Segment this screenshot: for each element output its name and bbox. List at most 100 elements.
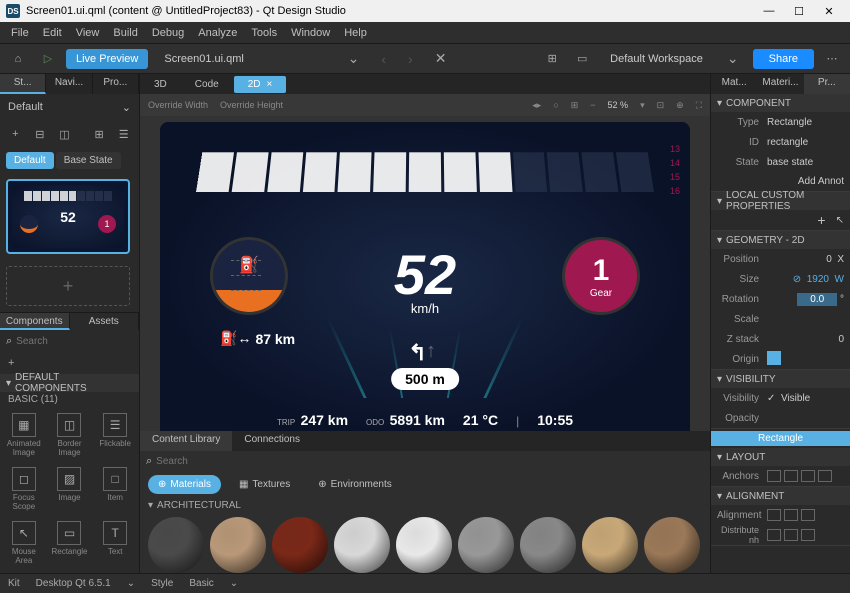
anchor-button[interactable] <box>801 470 815 482</box>
menu-build[interactable]: Build <box>106 25 144 41</box>
zoom-in-icon[interactable]: ⊕ <box>676 100 684 111</box>
anchor-button[interactable] <box>784 470 798 482</box>
workspace-chevron-icon[interactable]: ⌄ <box>719 50 747 67</box>
dashboard-preview[interactable]: 13141516 ⛽ 52 km/h 1 Gear ⛽↔87 km <box>160 122 690 431</box>
anchor-icon[interactable]: ⊟ <box>33 125 48 143</box>
component-item[interactable]: TText <box>93 517 137 569</box>
component-item[interactable]: ◻Focus Scope <box>2 463 46 515</box>
file-tab[interactable]: Screen01.ui.qml <box>154 49 254 69</box>
align-button[interactable] <box>784 509 798 521</box>
share-button[interactable]: Share <box>753 49 814 69</box>
add-icon[interactable]: + <box>8 125 23 143</box>
collapse-icon[interactable]: ▾ <box>717 235 722 246</box>
collapse-icon[interactable]: ▾ <box>148 500 153 511</box>
dropdown-chevron-icon[interactable]: ⌄ <box>122 101 131 114</box>
style-value[interactable]: Basic <box>189 578 213 589</box>
material-sphere[interactable] <box>210 517 266 573</box>
canvas-grid-icon[interactable]: ⊞ <box>571 100 579 111</box>
component-item[interactable]: ▦Animated Image <box>2 409 46 461</box>
id-value[interactable]: rectangle <box>767 137 844 148</box>
menu-window[interactable]: Window <box>284 25 337 41</box>
menu-debug[interactable]: Debug <box>145 25 191 41</box>
more-icon[interactable]: ⋯ <box>820 48 844 70</box>
material-sphere[interactable] <box>644 517 700 573</box>
component-search-input[interactable] <box>16 336 148 347</box>
menu-analyze[interactable]: Analyze <box>191 25 244 41</box>
maximize-button[interactable]: ☐ <box>784 1 814 21</box>
add-prop-icon[interactable]: + <box>817 212 825 228</box>
menu-file[interactable]: File <box>4 25 36 41</box>
align-button[interactable] <box>767 509 781 521</box>
state-default-button[interactable]: Default <box>6 152 54 169</box>
zoom-dropdown-icon[interactable]: ▾ <box>640 100 645 111</box>
grid-icon[interactable]: ⊞ <box>92 125 107 143</box>
size-w-value[interactable]: 1920 <box>807 274 829 285</box>
tab-3d[interactable]: 3D <box>140 76 181 93</box>
collapse-icon[interactable]: ▾ <box>717 196 722 207</box>
visibility-checkbox[interactable]: ✓ <box>767 393 775 404</box>
tab-connections[interactable]: Connections <box>232 431 312 451</box>
zoom-out-icon[interactable]: − <box>590 100 595 110</box>
anchor-button[interactable] <box>818 470 832 482</box>
tab-components[interactable]: Components <box>0 313 70 330</box>
close-tab-icon[interactable]: ✕ <box>427 50 455 67</box>
link-icon[interactable]: ⊞ <box>540 48 564 70</box>
zoom-level[interactable]: 52 % <box>608 100 629 110</box>
pos-x-value[interactable]: 0 <box>826 254 832 265</box>
tab-close-icon[interactable]: × <box>261 79 273 90</box>
rotation-input[interactable] <box>797 293 837 306</box>
style-chevron-icon[interactable]: ⌄ <box>230 578 238 589</box>
material-sphere[interactable] <box>272 517 328 573</box>
nav-back-icon[interactable]: ‹ <box>373 51 394 67</box>
material-sphere[interactable] <box>458 517 514 573</box>
default-dropdown[interactable]: Default <box>8 101 43 113</box>
rectangle-highlight[interactable]: Rectangle <box>711 431 850 446</box>
library-search-input[interactable] <box>156 456 704 467</box>
menu-view[interactable]: View <box>69 25 107 41</box>
menu-help[interactable]: Help <box>337 25 374 41</box>
run-button[interactable]: ▷ <box>36 48 60 70</box>
material-sphere[interactable] <box>582 517 638 573</box>
distribute-button[interactable] <box>801 529 815 541</box>
right-tab[interactable]: Mat... <box>711 74 757 94</box>
component-item[interactable]: ☰Flickable <box>93 409 137 461</box>
zstack-value[interactable]: 0 <box>767 334 844 345</box>
state-preview-thumb[interactable]: 52 1 <box>6 179 130 254</box>
materials-tab[interactable]: ⊕Materials <box>148 475 221 494</box>
menu-tools[interactable]: Tools <box>244 25 284 41</box>
collapse-icon[interactable]: ▾ <box>717 374 722 385</box>
distribute-button[interactable] <box>784 529 798 541</box>
material-sphere[interactable] <box>520 517 576 573</box>
fullscreen-icon[interactable]: ⛶ <box>696 100 702 111</box>
kit-chevron-icon[interactable]: ⌄ <box>127 578 135 589</box>
home-button[interactable]: ⌂ <box>6 48 30 70</box>
left-tab[interactable]: St... <box>0 74 46 94</box>
distribute-button[interactable] <box>767 529 781 541</box>
menu-edit[interactable]: Edit <box>36 25 69 41</box>
canvas-tool-icon[interactable]: ◂▸ <box>532 100 541 111</box>
component-item[interactable]: ↖Mouse Area <box>2 517 46 569</box>
component-item[interactable]: ▨Image <box>48 463 92 515</box>
anchor-button[interactable] <box>767 470 781 482</box>
type-value[interactable]: Rectangle <box>767 117 844 128</box>
nav-fwd-icon[interactable]: › <box>400 51 421 67</box>
state-value[interactable]: base state <box>767 157 844 168</box>
chevron-down-icon[interactable]: ⌄ <box>340 50 368 67</box>
add-annotation-button[interactable]: Add Annot <box>711 172 850 191</box>
override-width-label[interactable]: Override Width <box>148 100 208 110</box>
component-item[interactable]: ◫Border Image <box>48 409 92 461</box>
tab-code[interactable]: Code <box>181 76 233 93</box>
collapse-icon[interactable]: ▾ <box>717 491 722 502</box>
align-button[interactable] <box>801 509 815 521</box>
collapse-icon[interactable]: ▾ <box>717 98 722 109</box>
right-tab[interactable]: Materi... <box>757 74 803 94</box>
workspace-selector[interactable]: Default Workspace <box>600 49 713 69</box>
left-tab[interactable]: Navi... <box>46 74 92 94</box>
collapse-icon[interactable]: ▾ <box>717 452 722 463</box>
add-component-icon[interactable]: + <box>8 357 14 369</box>
add-state-button[interactable]: + <box>6 266 130 306</box>
kit-value[interactable]: Desktop Qt 6.5.1 <box>36 578 111 589</box>
basic-section-header[interactable]: BASIC (11) <box>0 392 139 407</box>
right-tab[interactable]: Pr... <box>804 74 850 94</box>
left-tab[interactable]: Pro... <box>93 74 139 94</box>
